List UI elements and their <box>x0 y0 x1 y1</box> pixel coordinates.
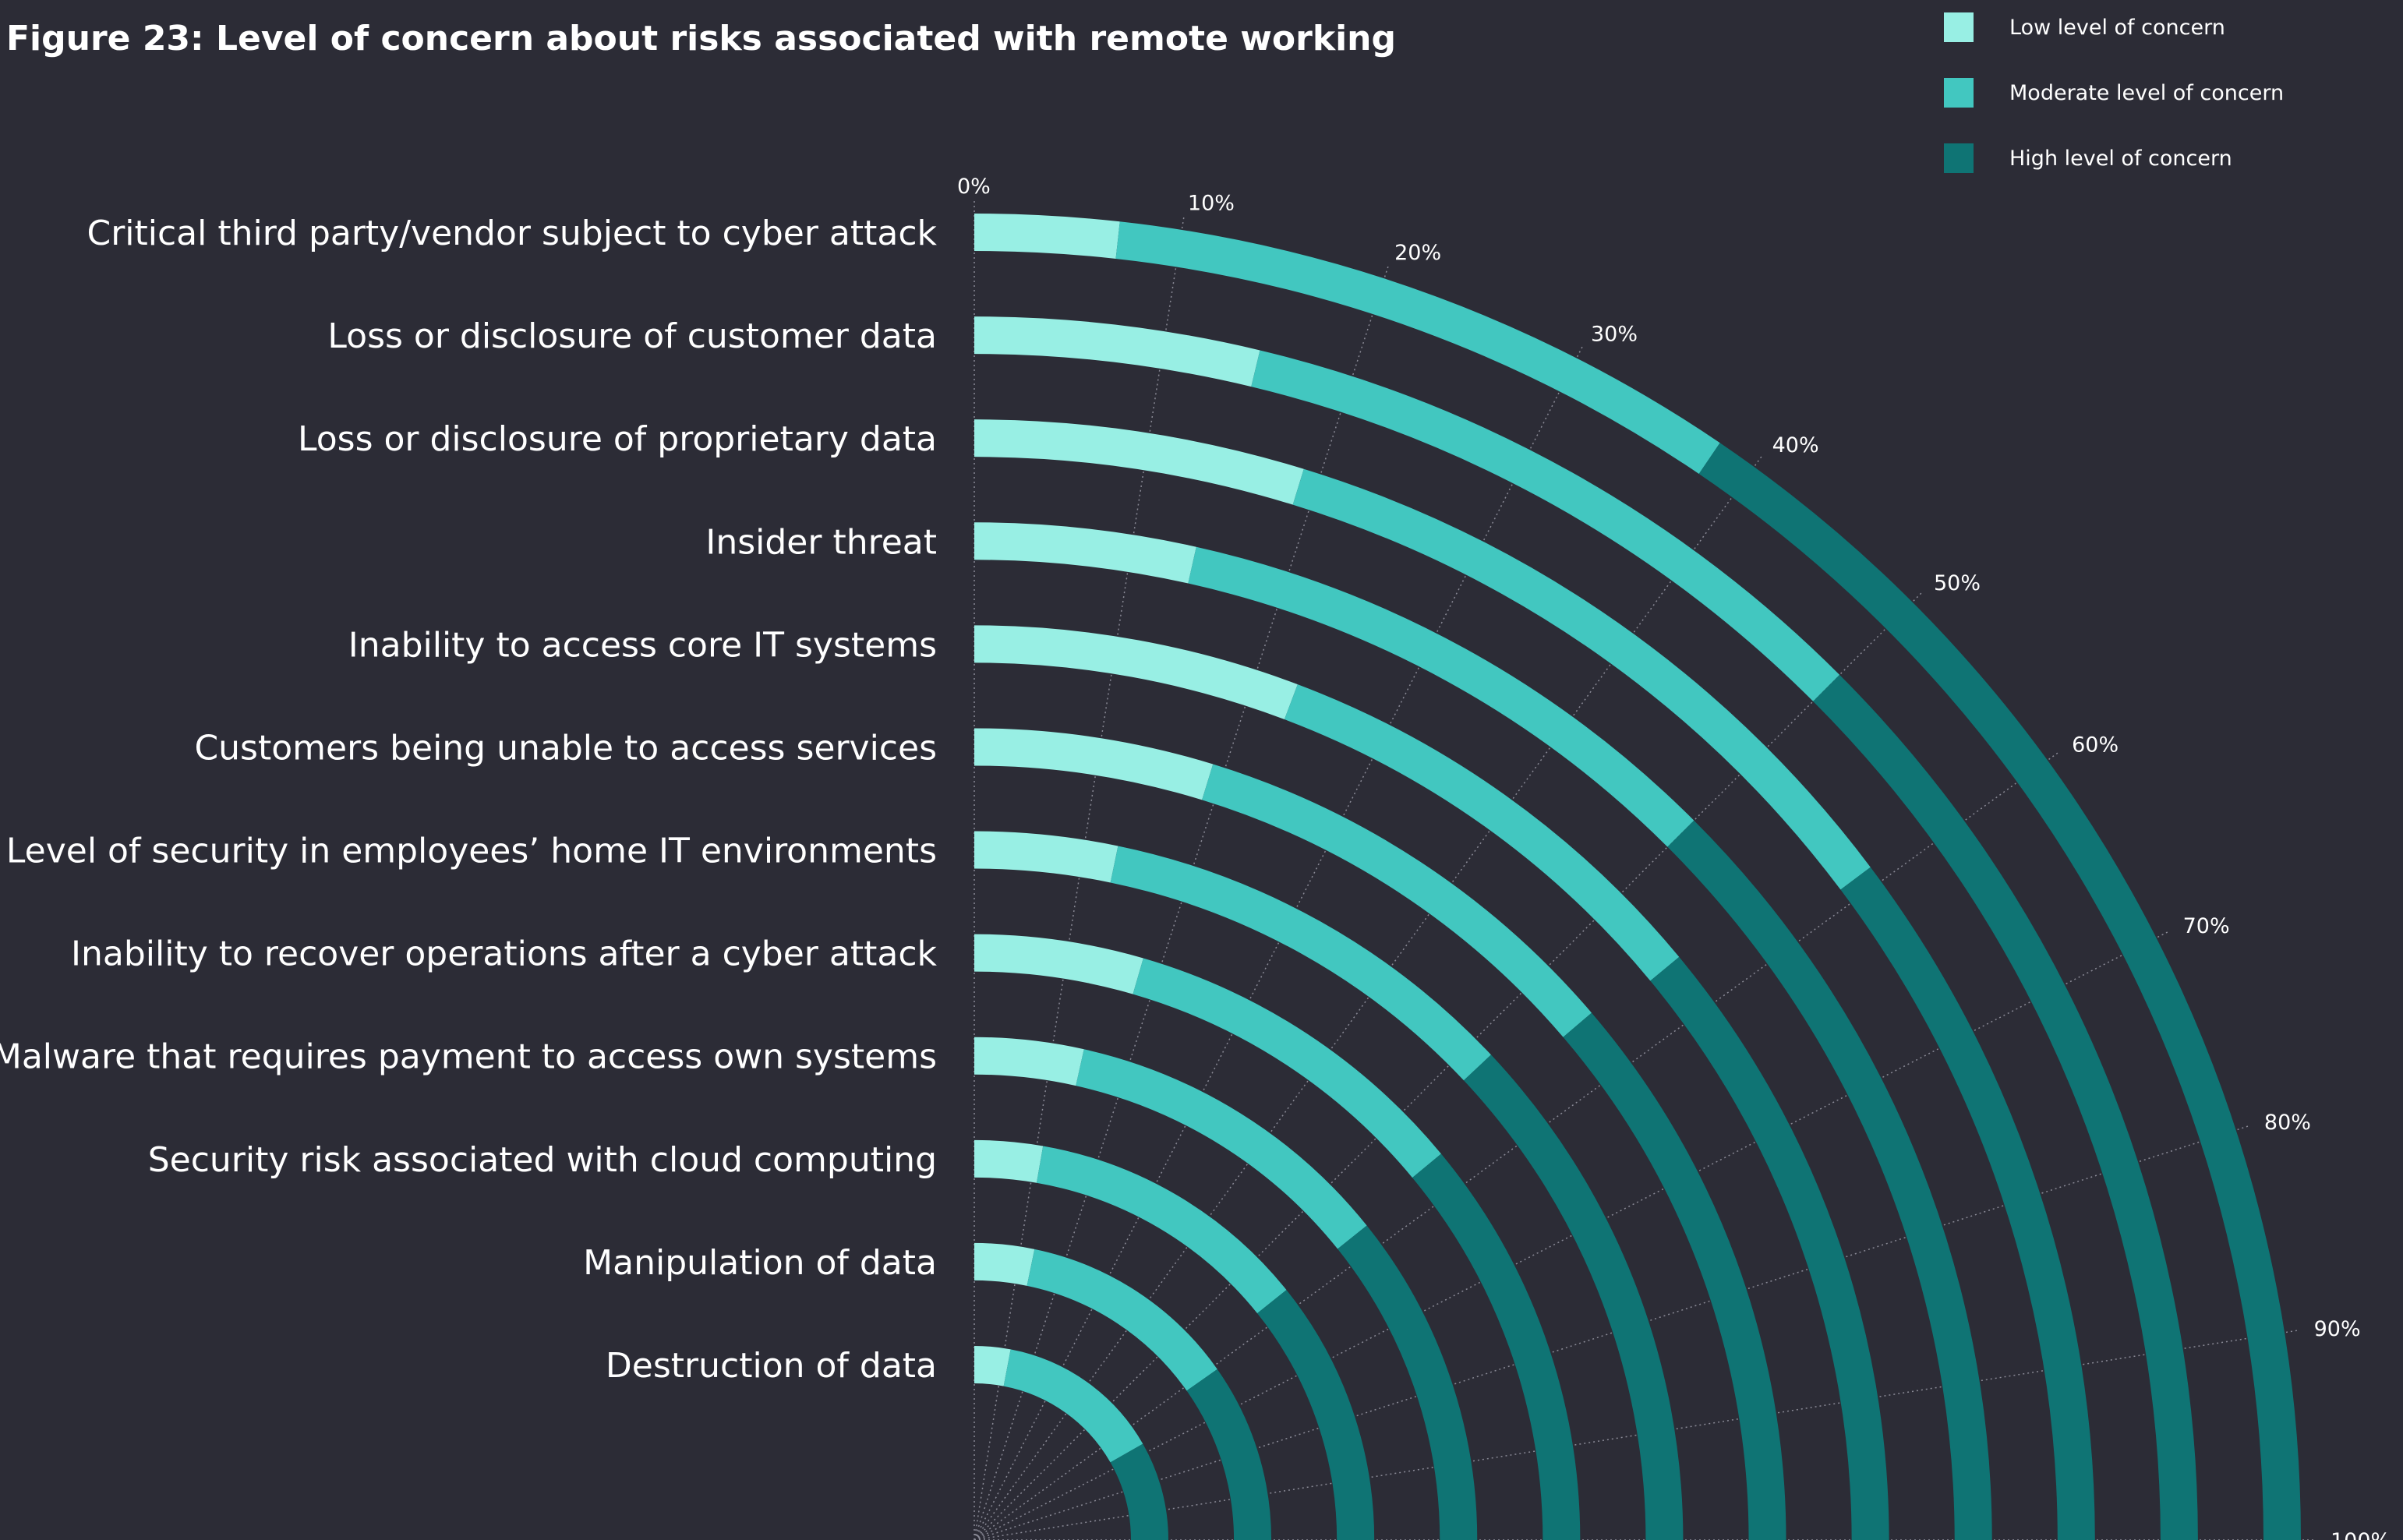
legend-label: Moderate level of concern <box>2009 81 2284 105</box>
gridline <box>974 592 1922 1540</box>
arc-segment <box>1338 1225 1478 1540</box>
arc-segment <box>974 1139 1044 1183</box>
row-label: Loss or disclosure of proprietary data <box>298 419 937 459</box>
arc-segment <box>1133 958 1441 1178</box>
arc-segment <box>974 1242 1035 1286</box>
arc-segment <box>1284 684 1680 981</box>
legend-swatch <box>1944 12 1974 42</box>
tick-label: 50% <box>1934 571 1981 595</box>
arc-segment <box>974 214 1120 259</box>
row-label: Inability to access core IT systems <box>348 625 937 665</box>
arc-segment <box>974 831 1118 883</box>
tick-label: 40% <box>1772 433 1819 457</box>
arc-segment <box>1202 764 1592 1037</box>
arc-segment <box>1650 956 1889 1540</box>
row-label: Security risk associated with cloud comp… <box>148 1140 937 1180</box>
gridline <box>974 456 1762 1540</box>
arc-segment <box>1698 443 2301 1540</box>
arc-segment <box>1186 1369 1272 1540</box>
legend-swatch <box>1944 78 1974 108</box>
arc-segment <box>1076 1049 1367 1249</box>
arc-segment <box>974 934 1143 994</box>
arc-segment <box>1110 846 1491 1081</box>
legend-label: Low level of concern <box>2009 16 2225 40</box>
tick-label: 10% <box>1188 191 1235 215</box>
arc-segment <box>1115 221 1720 475</box>
arc-segment <box>974 522 1196 584</box>
tick-label: 100% <box>2331 1529 2391 1540</box>
row-label: Destruction of data <box>606 1346 937 1386</box>
arc-segment <box>1563 1012 1786 1540</box>
row-label: Loss or disclosure of customer data <box>327 316 937 356</box>
row-labels: Critical third party/vendor subject to c… <box>0 214 938 1386</box>
gridline <box>974 217 1185 1540</box>
arc-segment <box>1667 820 1992 1540</box>
legend: Low level of concern Moderate level of co… <box>1944 12 2284 173</box>
tick-label: 30% <box>1591 322 1638 346</box>
gridline <box>974 1125 2249 1540</box>
row-label: Insider threat <box>705 522 937 562</box>
bars-layer <box>974 214 2301 1540</box>
gridline <box>974 266 1389 1540</box>
gridline <box>974 931 2168 1540</box>
arc-segment <box>1840 867 2095 1540</box>
row-label: Critical third party/vendor subject to c… <box>87 214 937 253</box>
arc-segment <box>974 625 1298 720</box>
tick-label: 70% <box>2183 914 2230 938</box>
arc-segment <box>1188 546 1694 847</box>
arc-segment <box>1292 468 1871 890</box>
arc-segment <box>1027 1249 1217 1391</box>
tick-label: 0% <box>957 175 991 199</box>
tick-label: 90% <box>2314 1317 2361 1341</box>
arc-segment <box>1813 674 2198 1540</box>
arc-segment <box>974 316 1260 387</box>
arc-segment <box>1110 1443 1168 1540</box>
grid-layer <box>974 201 2313 1540</box>
chart-title: Figure 23: Level of concern about risks … <box>6 19 1396 58</box>
arc-segment <box>1251 350 1840 701</box>
tick-label: 80% <box>2264 1111 2311 1135</box>
arc-segment <box>1036 1146 1287 1314</box>
legend-swatch <box>1944 143 1974 173</box>
legend-label: High level of concern <box>2009 147 2232 171</box>
arc-segment <box>1412 1153 1581 1540</box>
arc-segment <box>974 419 1304 505</box>
arc-segment <box>1463 1054 1684 1540</box>
arc-segment <box>974 1037 1084 1086</box>
row-label: Inability to recover operations after a … <box>71 934 937 974</box>
gridline <box>974 752 2058 1540</box>
gridline <box>974 1330 2297 1540</box>
arc-segment <box>974 728 1214 800</box>
row-label: Customers being unable to access service… <box>194 728 937 768</box>
tick-label: 20% <box>1394 241 1441 265</box>
arc-segment <box>974 1346 1011 1386</box>
row-label: Level of security in employees’ home IT … <box>6 832 937 871</box>
gridline <box>974 346 1583 1540</box>
row-label: Malware that requires payment to access … <box>0 1037 937 1077</box>
arc-segment <box>1003 1349 1143 1463</box>
row-label: Manipulation of data <box>583 1243 937 1283</box>
tick-labels: 0% 10% 20% 30% 40% 50% 60% 70% 80% 90% 100% <box>957 175 2391 1540</box>
tick-label: 60% <box>2072 733 2119 757</box>
arc-segment <box>1256 1290 1375 1540</box>
